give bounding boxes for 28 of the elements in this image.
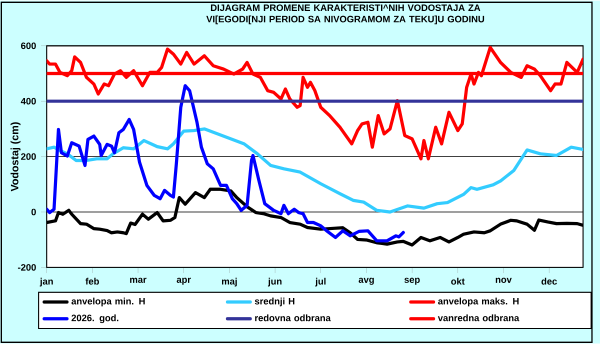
x-tick-label: maj	[222, 278, 237, 287]
x-tick-label: jun	[268, 278, 282, 287]
x-tick-label: okt	[451, 278, 465, 285]
legend-label: anvelopa maks. H	[438, 298, 519, 307]
x-tick-label: feb	[86, 278, 99, 285]
x-tick-label: nov	[496, 278, 512, 284]
x-tick-label: apr	[176, 278, 191, 285]
legend-label: srednji H	[254, 298, 294, 307]
x-tick-label: avg	[358, 278, 374, 285]
x-tick-label: mar	[130, 278, 146, 284]
legend-label: redovna odbrana	[255, 314, 331, 322]
legend-label: anvelopa min. H	[72, 298, 145, 307]
line-series	[46, 84, 405, 243]
y-tick-label: 600	[21, 42, 36, 50]
y-tick-label: 200	[21, 153, 36, 160]
x-tick-label: dec	[542, 278, 557, 285]
legend-label: vanredna odbrana	[438, 314, 520, 322]
x-tick-label: jul	[315, 278, 326, 287]
line-series	[46, 127, 584, 214]
y-tick-label: 400	[20, 98, 36, 105]
x-tick-label: sep	[404, 278, 420, 285]
legend-label: 2026. god.	[72, 314, 118, 324]
y-tick-label: 0	[31, 208, 36, 216]
chart-title: DIJAGRAM PROMENE KARAKTERISTI^NIH VODOSTAJA ZA VI[EGODI[NJI PERIOD SA NIVOGRAMOM ZA TEKU]U GODINU	[206, 4, 484, 24]
line-series	[46, 46, 584, 161]
y-axis-title: Vodostaj (cm)	[10, 122, 21, 192]
x-tick-label: jan	[40, 278, 53, 287]
y-tick-label: -200	[18, 264, 36, 271]
